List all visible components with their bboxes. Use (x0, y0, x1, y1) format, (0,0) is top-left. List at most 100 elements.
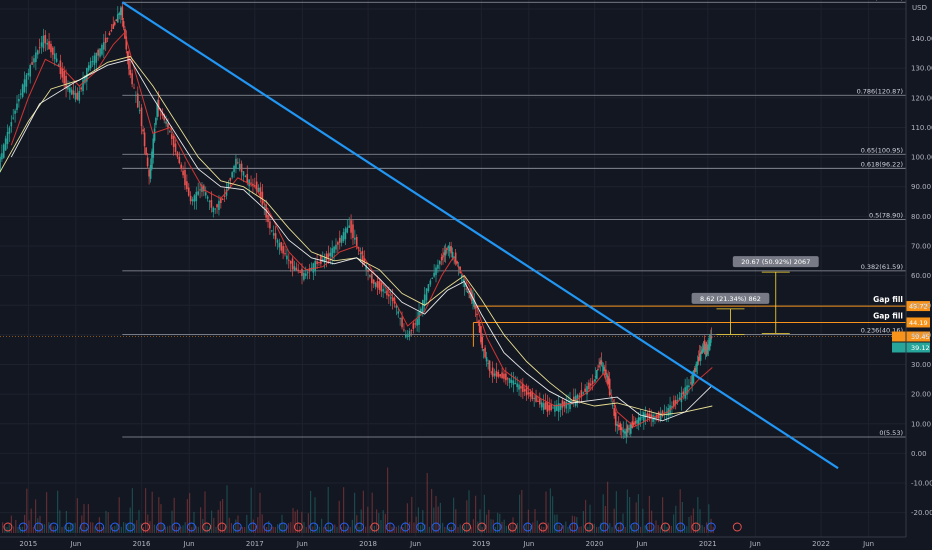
event-marker[interactable] (34, 522, 43, 532)
volume-bar (266, 526, 268, 533)
event-marker[interactable] (125, 522, 135, 532)
event-marker[interactable] (248, 522, 257, 532)
event-marker[interactable] (691, 522, 701, 532)
price-candle (110, 29, 113, 32)
event-marker[interactable] (599, 522, 609, 532)
event-marker[interactable] (293, 522, 303, 532)
price-tick-label: 50.00 (911, 302, 931, 310)
event-marker[interactable] (79, 522, 89, 532)
event-marker[interactable] (660, 522, 670, 532)
event-marker[interactable] (3, 522, 13, 532)
price-candle (121, 6, 124, 21)
volume-bar (101, 526, 103, 533)
volume-bar (585, 499, 587, 533)
price-candle (588, 382, 590, 390)
volume-bar (134, 523, 136, 533)
volume-bar (472, 519, 474, 533)
event-marker[interactable] (232, 522, 242, 532)
price-candle (138, 109, 141, 111)
event-marker[interactable] (676, 522, 686, 532)
event-marker[interactable] (141, 522, 150, 532)
event-marker[interactable] (492, 522, 502, 532)
event-marker[interactable] (18, 522, 28, 532)
volume-bar (545, 491, 547, 533)
price-candle (250, 182, 252, 184)
event-marker[interactable] (523, 522, 533, 532)
price-candle (197, 191, 199, 195)
event-marker[interactable] (186, 522, 196, 532)
gap-fill-price-tag-text: 44.19 (909, 319, 928, 327)
volume-bar (483, 494, 485, 533)
event-marker[interactable] (538, 522, 548, 532)
volume-bar (620, 521, 622, 533)
event-marker[interactable] (171, 522, 181, 532)
price-candle (378, 281, 381, 290)
price-candle (684, 387, 686, 399)
event-marker[interactable] (355, 522, 365, 532)
volume-bar (310, 490, 312, 533)
volume-bar (351, 519, 353, 533)
event-marker[interactable] (431, 522, 441, 532)
price-tick-label: 10.00 (911, 420, 931, 428)
volume-bar (252, 519, 254, 533)
event-marker[interactable] (309, 522, 319, 532)
event-marker[interactable] (706, 522, 716, 532)
price-candle (108, 32, 111, 36)
volume-bar (582, 511, 584, 533)
event-marker[interactable] (553, 522, 563, 532)
volume-bar (158, 497, 160, 533)
event-marker[interactable] (645, 522, 655, 532)
event-marker[interactable] (630, 522, 640, 532)
trendline-layer[interactable] (121, 1, 839, 470)
volume-bar (156, 526, 158, 533)
volume-bar (668, 526, 670, 533)
event-marker[interactable] (446, 522, 456, 532)
event-marker[interactable] (569, 522, 579, 532)
event-marker[interactable] (477, 522, 487, 532)
event-marker[interactable] (615, 522, 624, 532)
event-marker[interactable] (156, 522, 166, 532)
price-candle (325, 253, 328, 261)
event-marker[interactable] (416, 522, 426, 532)
volume-bar (175, 526, 177, 533)
event-marker[interactable] (49, 522, 59, 532)
price-candle (397, 311, 400, 314)
event-marker[interactable] (584, 522, 594, 532)
price-axis[interactable]: USD 140.00 130.00 120.00 110.00 100.00 90.00 8… (905, 0, 932, 537)
event-marker[interactable] (508, 522, 517, 532)
volume-bar (173, 497, 175, 533)
price-candle (299, 271, 301, 273)
event-marker[interactable] (202, 522, 212, 532)
event-marker[interactable] (278, 522, 288, 532)
price-candle (136, 93, 139, 108)
event-marker[interactable] (217, 522, 227, 532)
volume-bar (490, 519, 492, 533)
descending-trendline[interactable] (121, 1, 839, 470)
price-candle (346, 227, 349, 233)
event-marker[interactable] (64, 522, 74, 532)
price-candle (643, 412, 645, 422)
volume-bar (35, 499, 37, 533)
price-candle (518, 384, 520, 390)
price-candle (673, 400, 675, 407)
event-marker[interactable] (385, 522, 395, 532)
event-marker[interactable] (400, 522, 410, 532)
event-marker[interactable] (370, 522, 380, 532)
volume-bar (444, 526, 446, 533)
event-marker[interactable] (732, 522, 742, 532)
price-candle (481, 336, 484, 348)
last-price-tag-text: 39.12 (911, 344, 930, 352)
price-candle (116, 14, 119, 23)
volume-bar (446, 526, 448, 533)
event-marker[interactable] (324, 522, 334, 532)
event-marker[interactable] (110, 522, 120, 532)
event-marker[interactable] (462, 522, 472, 532)
event-marker[interactable] (95, 522, 105, 532)
price-candle (218, 200, 220, 211)
event-marker[interactable] (263, 522, 273, 532)
time-axis[interactable]: 2015 Jun 2016 Jun 2017 Jun 2018 Jun 2019 Jun 2020 J… (0, 536, 906, 548)
volume-bar (343, 487, 345, 533)
event-marker[interactable] (339, 522, 349, 532)
price-candle (78, 90, 81, 101)
